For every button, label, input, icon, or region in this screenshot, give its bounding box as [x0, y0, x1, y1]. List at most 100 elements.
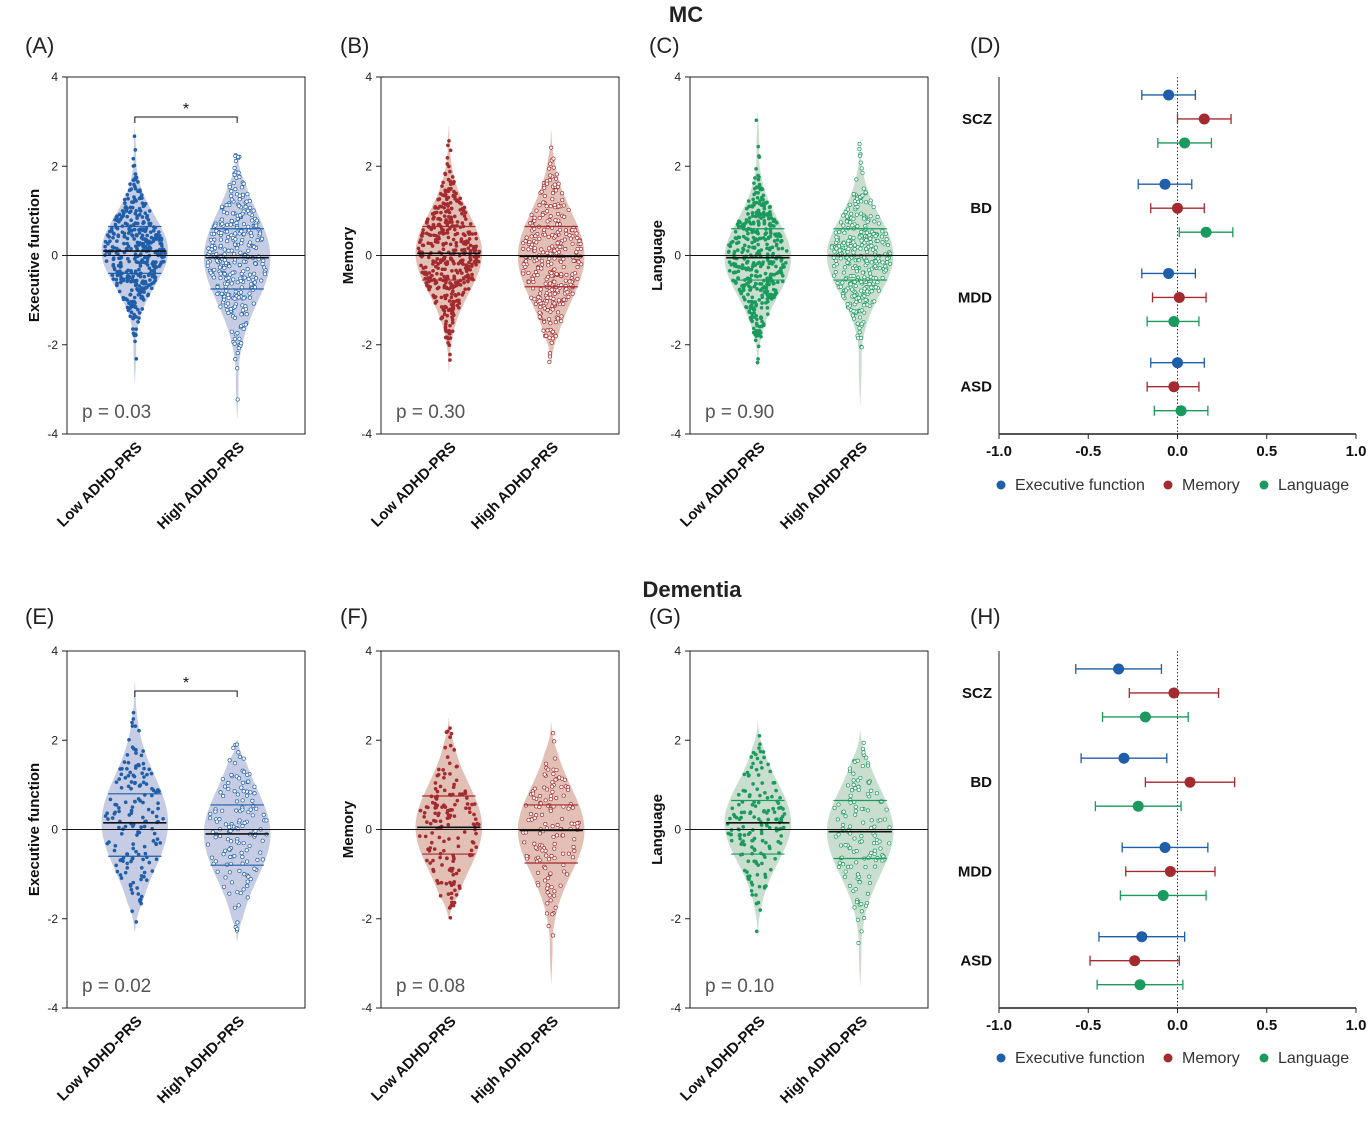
data-point [744, 206, 749, 211]
data-point [133, 175, 138, 180]
data-point [858, 775, 863, 781]
data-point [246, 779, 251, 784]
data-point [134, 327, 139, 332]
data-point [833, 270, 838, 275]
data-point [131, 746, 136, 751]
data-point [752, 239, 757, 244]
data-point [467, 232, 472, 236]
data-point [728, 244, 733, 249]
data-point [126, 308, 131, 313]
data-point [161, 816, 165, 821]
data-point [860, 193, 865, 198]
data-point [220, 808, 225, 813]
data-point [758, 742, 762, 747]
y-tick-label: -4 [47, 1001, 58, 1015]
data-point [144, 782, 149, 786]
data-point [553, 188, 559, 193]
data-point [552, 301, 557, 306]
data-point [125, 241, 130, 246]
data-point [745, 249, 750, 253]
data-point [451, 903, 456, 908]
data-point [229, 218, 234, 224]
data-point [219, 230, 224, 236]
data-point [771, 806, 776, 811]
data-point [245, 895, 250, 900]
data-point [459, 201, 463, 206]
data-point [859, 238, 864, 243]
y-tick-label: -4 [670, 1001, 681, 1015]
data-point [226, 235, 231, 240]
data-point [237, 197, 242, 202]
data-point [428, 821, 433, 826]
data-point [137, 212, 142, 217]
data-point [878, 818, 883, 823]
data-point [442, 231, 447, 236]
x-tick-label: Low ADHD-PRS [54, 439, 146, 531]
data-point [234, 742, 239, 747]
legend-marker [1163, 480, 1173, 490]
data-point [130, 857, 135, 861]
data-point [541, 250, 546, 255]
data-point [463, 233, 467, 238]
data-point [131, 164, 136, 168]
data-point [134, 751, 138, 755]
data-point [554, 796, 559, 801]
data-point [228, 306, 233, 312]
data-point [777, 806, 781, 810]
data-point [215, 291, 220, 297]
data-point [128, 884, 133, 888]
data-point [772, 780, 777, 785]
data-point [225, 837, 231, 842]
data-point [438, 855, 443, 860]
data-point [141, 761, 146, 766]
data-point [858, 160, 863, 165]
data-point [749, 221, 753, 226]
y-tick-label: 0 [674, 823, 681, 837]
data-point [538, 291, 543, 296]
data-point [837, 248, 842, 253]
data-point [144, 285, 148, 290]
data-point [137, 284, 142, 288]
data-point [750, 882, 755, 887]
data-point [841, 213, 846, 218]
data-point [130, 234, 135, 238]
data-point [438, 893, 443, 898]
data-point [133, 781, 137, 786]
data-point [113, 843, 118, 848]
data-point [544, 911, 550, 916]
data-point [445, 335, 450, 340]
data-point [865, 891, 870, 896]
data-point [833, 230, 838, 235]
data-point [769, 292, 774, 297]
data-point [208, 270, 213, 275]
data-point [857, 880, 862, 885]
data-point [115, 239, 119, 243]
data-point [255, 857, 260, 862]
data-point [237, 754, 243, 759]
estimate-point [1198, 113, 1210, 125]
data-point [112, 811, 117, 816]
data-point [532, 218, 537, 223]
data-point [133, 244, 138, 249]
data-point [135, 287, 139, 291]
data-point [746, 292, 750, 297]
data-point [424, 231, 429, 236]
data-point [543, 798, 548, 803]
data-point [539, 247, 544, 252]
data-point [527, 240, 532, 245]
data-point [840, 280, 845, 285]
data-point [847, 257, 852, 262]
data-point [566, 851, 571, 856]
data-point [751, 197, 756, 202]
data-point [567, 233, 572, 238]
data-point [240, 780, 246, 785]
data-point [241, 756, 246, 761]
data-point [471, 822, 476, 827]
data-point [114, 780, 119, 785]
data-point [440, 863, 444, 867]
data-point [470, 232, 475, 236]
data-point [226, 780, 231, 785]
data-point [232, 789, 237, 794]
data-point [129, 247, 133, 251]
